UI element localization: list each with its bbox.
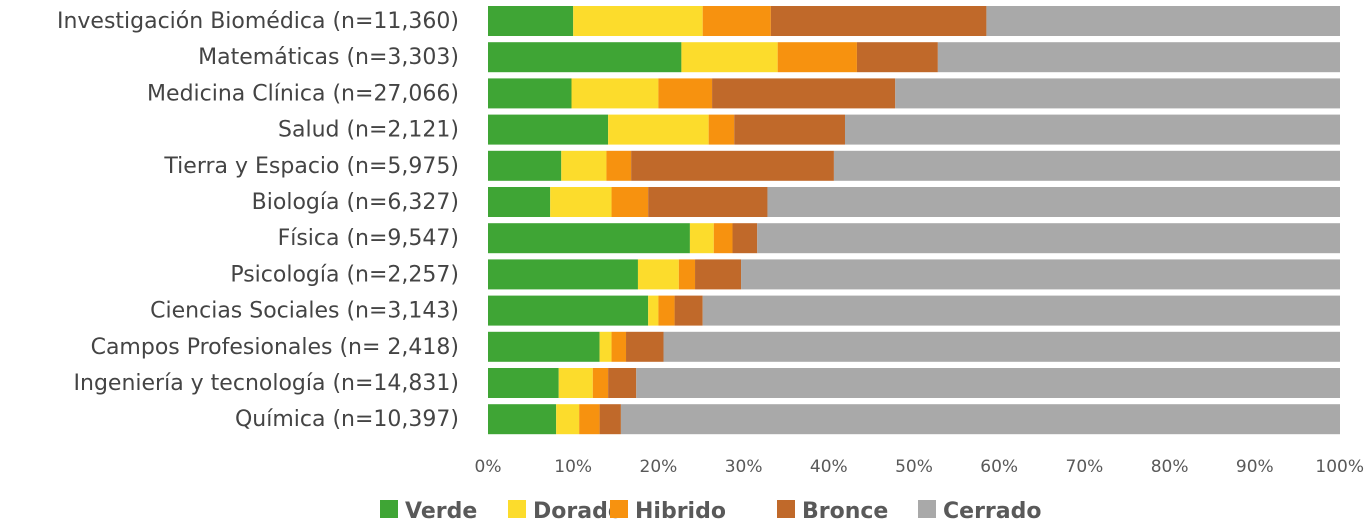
bar-segment-hibrido-1 (777, 42, 857, 73)
bar-segment-cerrado-11 (620, 404, 1340, 435)
bar-segment-dorado-11 (556, 404, 580, 435)
category-label-4: Tierra y Espacio (n=5,975) (163, 154, 459, 179)
bar-segment-bronce-1 (856, 42, 938, 73)
bar-segment-dorado-7 (637, 259, 679, 290)
category-label-0: Investigación Biomédica (n=11,360) (57, 9, 459, 34)
x-tick-label-4: 40% (810, 457, 848, 477)
bar-segment-hibrido-4 (606, 150, 632, 181)
category-labels: Investigación Biomédica (n=11,360) Matemá… (57, 9, 459, 432)
category-label-3: Salud (n=2,121) (278, 118, 459, 143)
bar-segment-hibrido-7 (678, 259, 696, 290)
bar-segment-bronce-2 (712, 78, 896, 109)
bar-segment-cerrado-6 (757, 223, 1340, 254)
bar-segment-verde-0 (488, 6, 574, 36)
bar-segment-bronce-10 (608, 368, 637, 398)
bar-segment-dorado-1 (681, 42, 778, 73)
x-tick-label-7: 70% (1066, 457, 1104, 477)
x-tick-label-1: 10% (554, 457, 592, 477)
bar-segment-bronce-7 (695, 259, 742, 290)
category-label-10: Ingeniería y tecnología (n=14,831) (74, 371, 459, 396)
bar-segment-verde-5 (488, 187, 551, 217)
bar-segment-dorado-3 (608, 114, 709, 145)
category-label-2: Medicina Clínica (n=27,066) (147, 81, 459, 106)
legend-swatch-hibrido (610, 500, 628, 518)
bar-segment-hibrido-5 (611, 187, 649, 217)
bar-segment-bronce-6 (732, 223, 758, 254)
legend-label-bronce: Bronce (802, 499, 888, 524)
legend-label-dorado: Dorado (533, 499, 623, 524)
bar-segment-hibrido-9 (611, 331, 627, 362)
legend-swatch-dorado (508, 500, 526, 518)
bar-segment-cerrado-1 (937, 42, 1340, 73)
bar-segment-cerrado-0 (986, 6, 1340, 36)
bar-segment-dorado-9 (599, 331, 612, 362)
x-tick-label-8: 80% (1151, 457, 1189, 477)
bar-segment-verde-8 (488, 295, 649, 326)
bars-group (488, 6, 1340, 435)
bar-segment-cerrado-4 (833, 150, 1340, 181)
bar-segment-hibrido-3 (708, 114, 735, 145)
category-label-7: Psicología (n=2,257) (230, 262, 459, 287)
bar-segment-bronce-4 (631, 150, 834, 181)
bar-segment-verde-6 (488, 223, 690, 254)
x-tick-label-10: 100% (1315, 457, 1364, 477)
bar-segment-cerrado-10 (636, 368, 1340, 398)
bar-segment-bronce-5 (648, 187, 768, 217)
category-label-9: Campos Profesionales (n= 2,418) (91, 335, 459, 360)
bar-segment-hibrido-6 (713, 223, 733, 254)
bar-segment-dorado-8 (648, 295, 659, 326)
bar-segment-verde-1 (488, 42, 682, 73)
bar-segment-dorado-5 (550, 187, 612, 217)
bar-segment-hibrido-10 (592, 368, 609, 398)
bar-segment-verde-7 (488, 259, 638, 290)
bar-segment-cerrado-5 (767, 187, 1340, 217)
legend-swatch-bronce (777, 500, 795, 518)
legend-swatch-cerrado (918, 500, 936, 518)
category-label-5: Biología (n=6,327) (252, 190, 459, 215)
bar-segment-verde-4 (488, 150, 562, 181)
bar-segment-bronce-11 (599, 404, 621, 435)
bar-segment-cerrado-2 (895, 78, 1340, 109)
x-axis-ticks: 0% 10% 20% 30% 40% 50% 60% 70% 80% 90% 100% (475, 457, 1364, 477)
bar-segment-dorado-2 (571, 78, 659, 109)
bar-segment-hibrido-8 (658, 295, 675, 326)
bar-segment-verde-9 (488, 331, 600, 362)
x-tick-label-0: 0% (475, 457, 502, 477)
category-label-1: Matemáticas (n=3,303) (198, 45, 459, 70)
x-tick-label-6: 60% (980, 457, 1018, 477)
x-tick-label-9: 90% (1236, 457, 1274, 477)
bar-segment-verde-11 (488, 404, 557, 435)
legend-label-cerrado: Cerrado (943, 499, 1041, 524)
category-label-11: Química (n=10,397) (235, 407, 459, 432)
bar-segment-bronce-0 (770, 6, 987, 36)
bar-segment-bronce-8 (674, 295, 703, 326)
bar-segment-verde-10 (488, 368, 559, 398)
bar-segment-cerrado-3 (844, 114, 1340, 145)
bar-segment-bronce-3 (734, 114, 845, 145)
bar-segment-cerrado-7 (741, 259, 1340, 290)
legend-label-hibrido: Hibrido (635, 499, 726, 524)
legend-label-verde: Verde (405, 499, 477, 524)
x-tick-label-3: 30% (725, 457, 763, 477)
bar-segment-hibrido-0 (702, 6, 771, 36)
x-tick-label-5: 50% (895, 457, 933, 477)
bar-segment-dorado-6 (689, 223, 714, 254)
bar-segment-dorado-10 (558, 368, 593, 398)
bar-segment-cerrado-9 (663, 331, 1340, 362)
bar-segment-dorado-4 (561, 150, 607, 181)
legend: Verde Dorado Hibrido Bronce Cerrado (380, 499, 1041, 524)
bar-segment-dorado-0 (573, 6, 703, 36)
legend-swatch-verde (380, 500, 398, 518)
category-label-8: Ciencias Sociales (n=3,143) (150, 299, 459, 324)
bar-segment-hibrido-2 (658, 78, 713, 109)
bar-segment-hibrido-11 (579, 404, 600, 435)
bar-segment-verde-3 (488, 114, 609, 145)
bar-segment-bronce-9 (626, 331, 664, 362)
category-label-6: Física (n=9,547) (278, 226, 459, 251)
x-tick-label-2: 20% (640, 457, 678, 477)
bar-segment-cerrado-8 (702, 295, 1340, 326)
bar-segment-verde-2 (488, 78, 572, 109)
